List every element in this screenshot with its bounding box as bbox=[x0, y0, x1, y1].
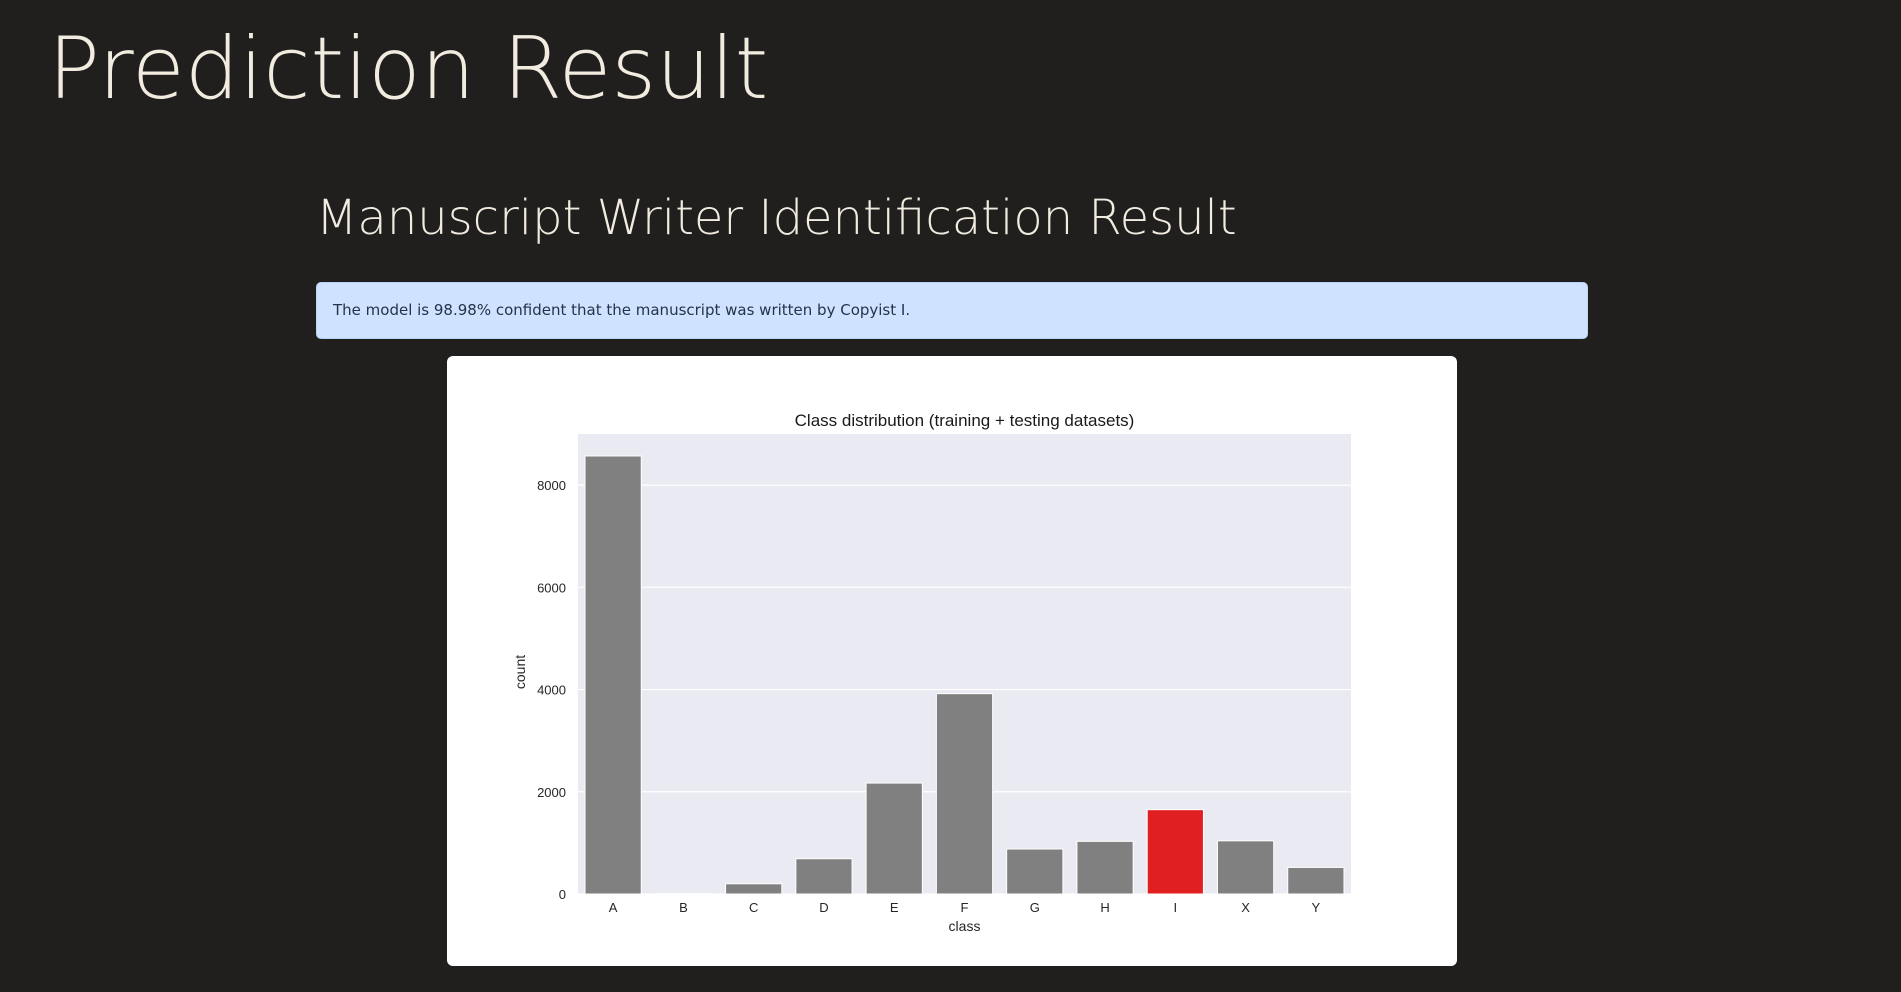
x-tick-label: C bbox=[749, 900, 758, 915]
page-title: Prediction Result bbox=[48, 19, 769, 119]
x-tick-label: H bbox=[1100, 900, 1109, 915]
prediction-alert-text: The model is 98.98% confident that the m… bbox=[333, 301, 911, 319]
x-tick-label: E bbox=[890, 900, 899, 915]
y-tick-label: 0 bbox=[559, 887, 566, 902]
bar-g bbox=[1006, 848, 1064, 895]
bar-y bbox=[1287, 866, 1345, 895]
bar-h bbox=[1076, 840, 1134, 895]
y-tick-label: 6000 bbox=[537, 580, 566, 595]
bar-b bbox=[654, 892, 713, 895]
x-tick-label: F bbox=[961, 900, 969, 915]
x-tick-label: D bbox=[819, 900, 828, 915]
x-tick-label: A bbox=[609, 900, 618, 915]
y-tick-label: 2000 bbox=[537, 785, 566, 800]
bar-i bbox=[1146, 809, 1204, 895]
bar-f bbox=[935, 693, 994, 895]
chart-card: 0 2000 4000 6000 8000 A B C D E F G H I X Y Class dist… bbox=[447, 356, 1457, 966]
class-distribution-chart: 0 2000 4000 6000 8000 A B C D E F G H I X Y Class dist… bbox=[512, 411, 1351, 934]
x-tick-label: I bbox=[1174, 900, 1178, 915]
bar-c bbox=[725, 883, 783, 895]
bar-a bbox=[584, 455, 642, 895]
x-tick-label: B bbox=[679, 900, 688, 915]
bar-d bbox=[795, 858, 853, 895]
y-tick-label: 4000 bbox=[537, 683, 566, 698]
x-tick-label: G bbox=[1030, 900, 1040, 915]
x-axis-label: class bbox=[949, 918, 981, 934]
section-title: Manuscript Writer Identification Result bbox=[316, 190, 1237, 246]
y-tick-label: 8000 bbox=[537, 478, 566, 493]
bar-x bbox=[1216, 840, 1275, 895]
y-ticks: 0 2000 4000 6000 8000 bbox=[537, 478, 566, 902]
bars bbox=[584, 455, 1345, 895]
x-tick-label: Y bbox=[1312, 900, 1321, 915]
x-tick-label: X bbox=[1241, 900, 1250, 915]
y-axis-label: count bbox=[512, 655, 528, 689]
bar-e bbox=[865, 782, 923, 895]
prediction-alert: The model is 98.98% confident that the m… bbox=[316, 282, 1588, 339]
chart-title: Class distribution (training + testing d… bbox=[795, 411, 1135, 430]
